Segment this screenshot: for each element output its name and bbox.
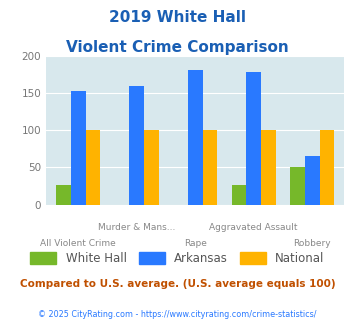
Bar bbox=[246, 72, 261, 205]
Bar bbox=[86, 130, 100, 205]
Text: Aggravated Assault: Aggravated Assault bbox=[209, 223, 298, 232]
Bar bbox=[130, 86, 144, 205]
Bar bbox=[232, 185, 246, 205]
Text: Murder & Mans...: Murder & Mans... bbox=[98, 223, 175, 232]
Bar bbox=[144, 130, 159, 205]
Text: Compared to U.S. average. (U.S. average equals 100): Compared to U.S. average. (U.S. average … bbox=[20, 279, 335, 289]
Bar bbox=[290, 168, 305, 205]
Legend: White Hall, Arkansas, National: White Hall, Arkansas, National bbox=[26, 247, 329, 270]
Text: © 2025 CityRating.com - https://www.cityrating.com/crime-statistics/: © 2025 CityRating.com - https://www.city… bbox=[38, 310, 317, 319]
Bar bbox=[56, 184, 71, 205]
Bar bbox=[320, 130, 334, 205]
Bar bbox=[261, 130, 275, 205]
Bar bbox=[71, 91, 86, 205]
Bar bbox=[305, 156, 320, 205]
Text: Violent Crime Comparison: Violent Crime Comparison bbox=[66, 40, 289, 54]
Text: All Violent Crime: All Violent Crime bbox=[40, 239, 116, 248]
Text: Rape: Rape bbox=[184, 239, 207, 248]
Text: Robbery: Robbery bbox=[293, 239, 331, 248]
Text: 2019 White Hall: 2019 White Hall bbox=[109, 10, 246, 25]
Bar bbox=[203, 130, 217, 205]
Bar bbox=[188, 70, 203, 205]
